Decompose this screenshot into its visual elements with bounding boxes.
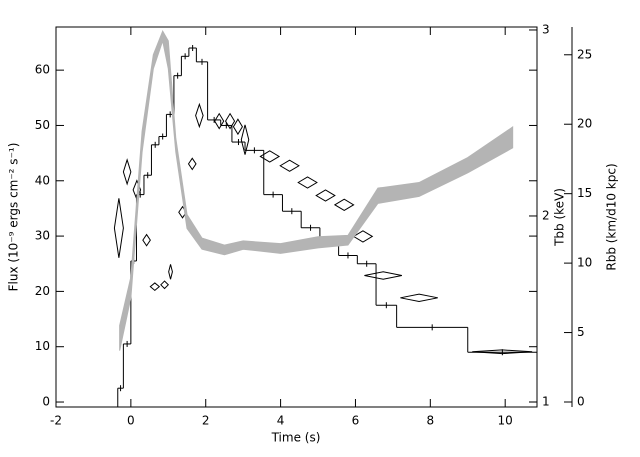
y-tick-label: 20 (577, 117, 592, 131)
temperature-diamond (122, 158, 132, 186)
y-tick-label: 3 (542, 22, 550, 36)
temperature-diamond (168, 264, 173, 280)
y-tick-label: 15 (577, 186, 592, 200)
x-tick-label: 10 (498, 414, 513, 428)
x-tick-label: 2 (202, 414, 210, 428)
temperature-diamond (232, 118, 243, 136)
radius-band (119, 30, 514, 351)
temperature-diamond (113, 198, 124, 258)
y-tick-label: 30 (35, 229, 50, 243)
temperature-diamond (364, 271, 402, 280)
temperature-diamond (240, 124, 250, 155)
plot-frame (55, 26, 538, 408)
y-tick-label: 20 (35, 284, 50, 298)
y-tick-label: 10 (35, 339, 50, 353)
y3-axis-label: Rbb (km/d10 kpc) (605, 163, 619, 270)
temperature-diamond (297, 176, 318, 189)
temperature-diamond (259, 150, 281, 163)
x-tick-label: 8 (426, 414, 434, 428)
temperature-diamond (224, 112, 236, 130)
x-tick-label: 0 (127, 414, 135, 428)
y-tick-label: 50 (35, 118, 50, 132)
y-tick-label: 0 (577, 395, 585, 409)
temperature-diamond (333, 198, 355, 211)
y-tick-label: 2 (542, 208, 550, 222)
x-tick-label: 4 (277, 414, 285, 428)
temperature-diamond (160, 280, 170, 290)
temperature-diamond (352, 230, 374, 243)
y-tick-label: 10 (577, 256, 592, 270)
y2-axis-label: Tbb (keV) (553, 188, 567, 247)
x-tick-label: 6 (352, 414, 360, 428)
y-tick-label: 40 (35, 173, 50, 187)
temperature-diamond (195, 102, 204, 129)
temperature-diamond (315, 189, 336, 202)
x-tick-label: -2 (50, 414, 62, 428)
y-axis-label: Flux (10⁻⁹ ergs cm⁻² s⁻¹) (7, 143, 21, 292)
y-tick-label: 5 (577, 325, 585, 339)
y-tick-label: 25 (577, 47, 592, 61)
temperature-diamond (142, 233, 151, 247)
temperature-diamond (400, 293, 438, 303)
y-tick-label: 60 (35, 63, 50, 77)
x-axis-label: Time (s) (271, 431, 321, 445)
y-tick-label: 1 (542, 394, 550, 408)
temperature-diamond (279, 159, 300, 172)
temperature-diamond (149, 282, 161, 292)
temperature-diamond (472, 349, 533, 355)
temperature-diamond (132, 179, 142, 201)
temperature-diamond (187, 157, 197, 171)
y-tick-label: 0 (42, 395, 50, 409)
temperature-diamond (214, 112, 225, 130)
